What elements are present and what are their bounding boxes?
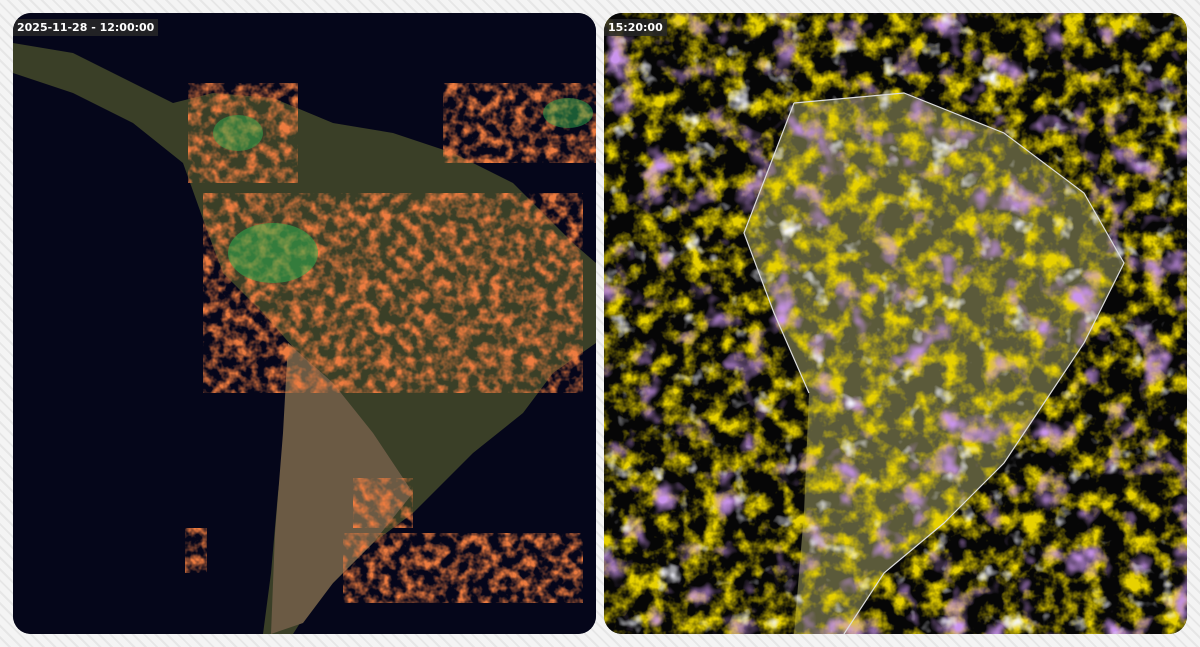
timestamp: 2025-11-28 - 12:00:00 [13,19,159,36]
map-left [13,13,596,634]
timestamp: 15:20:00 [604,19,667,36]
heavy-rain [213,115,263,151]
storm-area [203,193,583,393]
storm-cells [185,83,596,603]
storm-area [353,478,413,528]
heavy-rain [228,223,318,283]
satellite-panel-right: 15:20:00 [604,13,1187,634]
storm-area [185,528,207,573]
southern-land [271,343,413,634]
cloud-cover-high [604,13,1187,634]
map-right [604,13,1187,634]
satellite-panel-left: 2025-11-28 - 12:00:00 [13,13,596,634]
borders [743,92,1125,634]
heavy-rain [543,98,593,128]
storm-area [343,533,583,603]
